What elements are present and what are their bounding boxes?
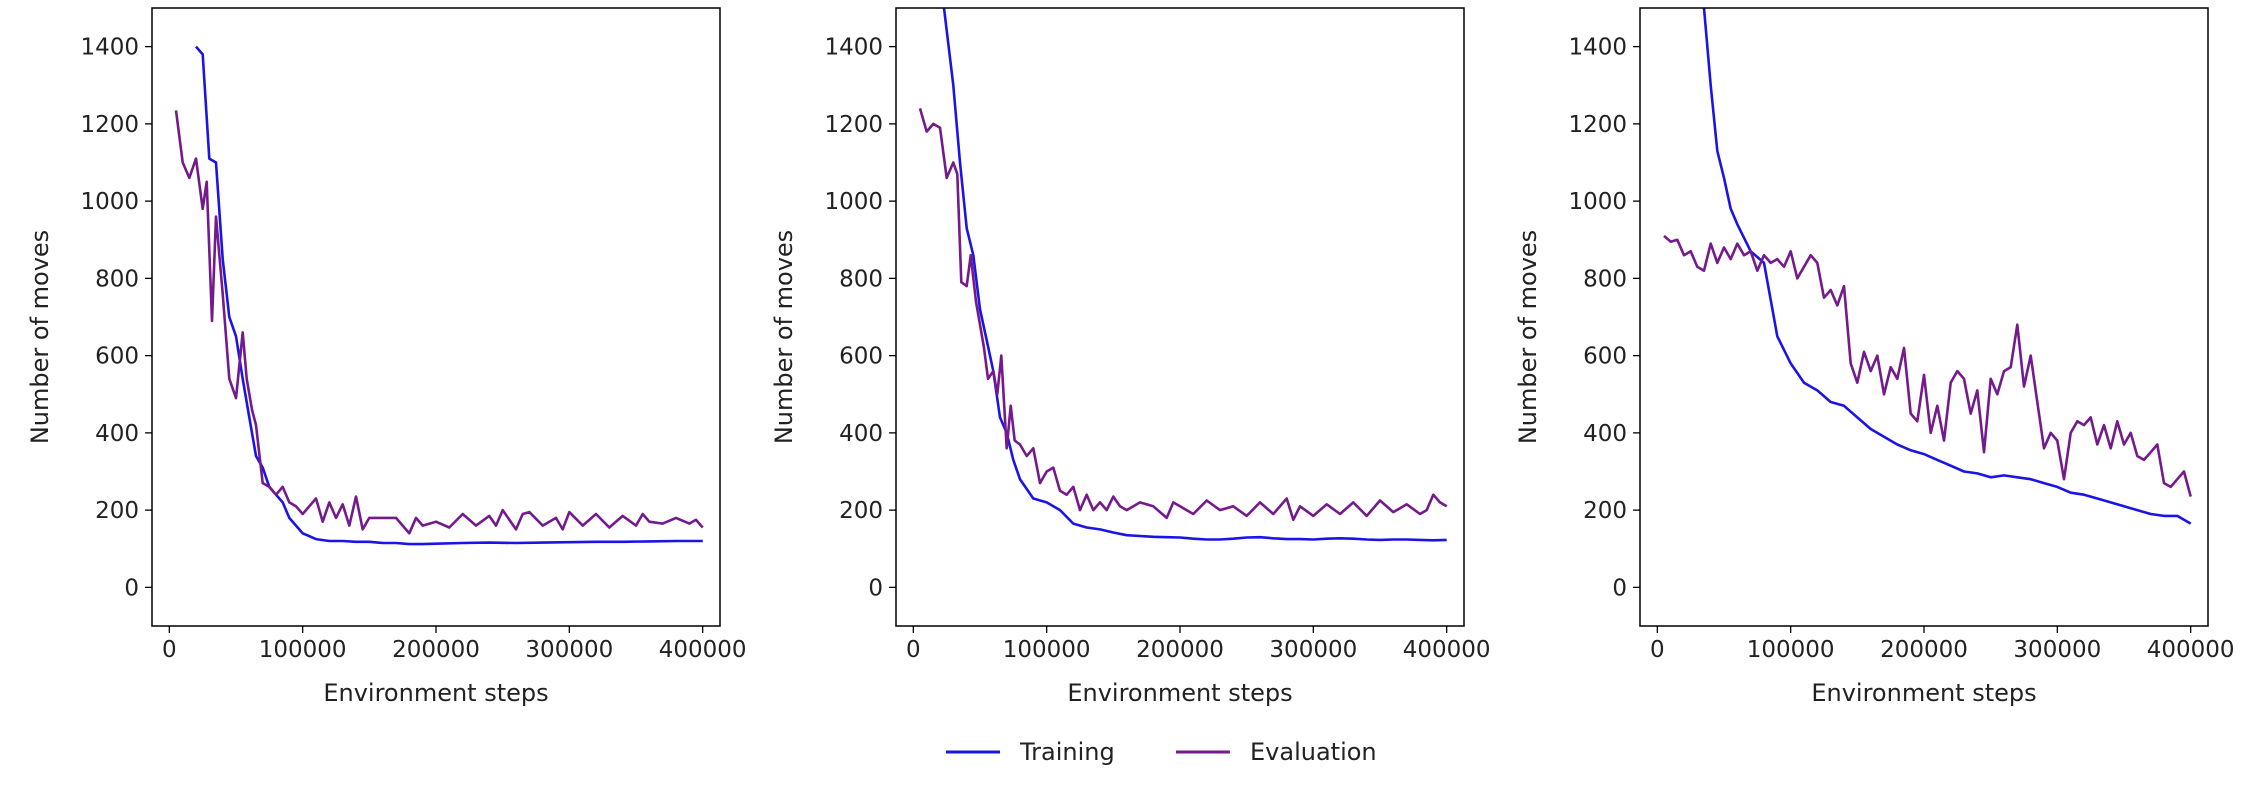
plot-frame bbox=[151, 7, 721, 627]
y-tick-label: 1000 bbox=[80, 189, 139, 215]
x-tick-label: 0 bbox=[162, 637, 177, 663]
y-tick-label: 1400 bbox=[1568, 35, 1627, 61]
series-line-training bbox=[942, 8, 1447, 542]
y-tick-label: 0 bbox=[124, 575, 139, 601]
y-tick-label: 1400 bbox=[824, 35, 883, 61]
x-tick-label: 200000 bbox=[1136, 637, 1224, 663]
x-tick-label: 400000 bbox=[1403, 637, 1491, 663]
legend-label-training: Training bbox=[1019, 738, 1115, 766]
y-tick-label: 1000 bbox=[1568, 189, 1627, 215]
chart-panel-3: 0 100000 200000 300000 400000 0 200 400 600 800 10… bbox=[1514, 7, 2235, 707]
y-tick-label: 600 bbox=[839, 344, 883, 370]
y-tick-label: 200 bbox=[1583, 498, 1627, 524]
x-axis-title: Environment steps bbox=[323, 679, 548, 707]
x-tick-label: 200000 bbox=[392, 637, 480, 663]
x-tick-label: 300000 bbox=[2013, 637, 2101, 663]
x-tick-label: 200000 bbox=[1880, 637, 1968, 663]
plot-frame bbox=[1639, 7, 2209, 627]
y-tick-label: 0 bbox=[1612, 575, 1627, 601]
x-tick-label: 400000 bbox=[659, 637, 747, 663]
series-line-training bbox=[1702, 8, 2192, 525]
y-tick-label: 1200 bbox=[824, 112, 883, 138]
y-tick-label: 400 bbox=[95, 421, 139, 447]
series-line-evaluation bbox=[174, 110, 704, 535]
series-line-evaluation bbox=[918, 108, 1448, 522]
chart-panel-2: 0 100000 200000 300000 400000 0 200 400 600 800 10… bbox=[770, 7, 1491, 707]
x-tick-label: 100000 bbox=[1003, 637, 1091, 663]
series-line-evaluation bbox=[1663, 234, 2192, 497]
y-axis-title: Number of moves bbox=[26, 230, 54, 444]
y-axis-title: Number of moves bbox=[1514, 230, 1542, 444]
y-axis-title: Number of moves bbox=[770, 230, 798, 444]
legend-label-evaluation: Evaluation bbox=[1250, 738, 1377, 766]
y-tick-label: 200 bbox=[95, 498, 139, 524]
y-tick-label: 400 bbox=[839, 421, 883, 447]
x-tick-label: 300000 bbox=[1269, 637, 1357, 663]
series-line-training bbox=[195, 45, 703, 546]
y-tick-label: 1200 bbox=[1568, 112, 1627, 138]
chart-panel-1: 0 100000 200000 300000 400000 0 200 400 600 800 10… bbox=[26, 7, 747, 707]
y-tick-label: 200 bbox=[839, 498, 883, 524]
y-tick-label: 800 bbox=[839, 266, 883, 292]
y-tick-label: 600 bbox=[95, 344, 139, 370]
y-tick-label: 600 bbox=[1583, 344, 1627, 370]
x-tick-label: 100000 bbox=[259, 637, 347, 663]
x-tick-label: 0 bbox=[1650, 637, 1665, 663]
x-axis-title: Environment steps bbox=[1811, 679, 2036, 707]
y-tick-label: 400 bbox=[1583, 421, 1627, 447]
y-tick-label: 1200 bbox=[80, 112, 139, 138]
y-tick-label: 800 bbox=[1583, 266, 1627, 292]
y-tick-label: 1000 bbox=[824, 189, 883, 215]
y-tick-label: 1400 bbox=[80, 35, 139, 61]
legend: Training Evaluation bbox=[946, 738, 1377, 766]
y-tick-label: 0 bbox=[868, 575, 883, 601]
x-tick-label: 100000 bbox=[1747, 637, 1835, 663]
y-tick-label: 800 bbox=[95, 266, 139, 292]
x-tick-label: 0 bbox=[906, 637, 921, 663]
x-tick-label: 400000 bbox=[2147, 637, 2235, 663]
x-axis-title: Environment steps bbox=[1067, 679, 1292, 707]
x-tick-label: 300000 bbox=[525, 637, 613, 663]
